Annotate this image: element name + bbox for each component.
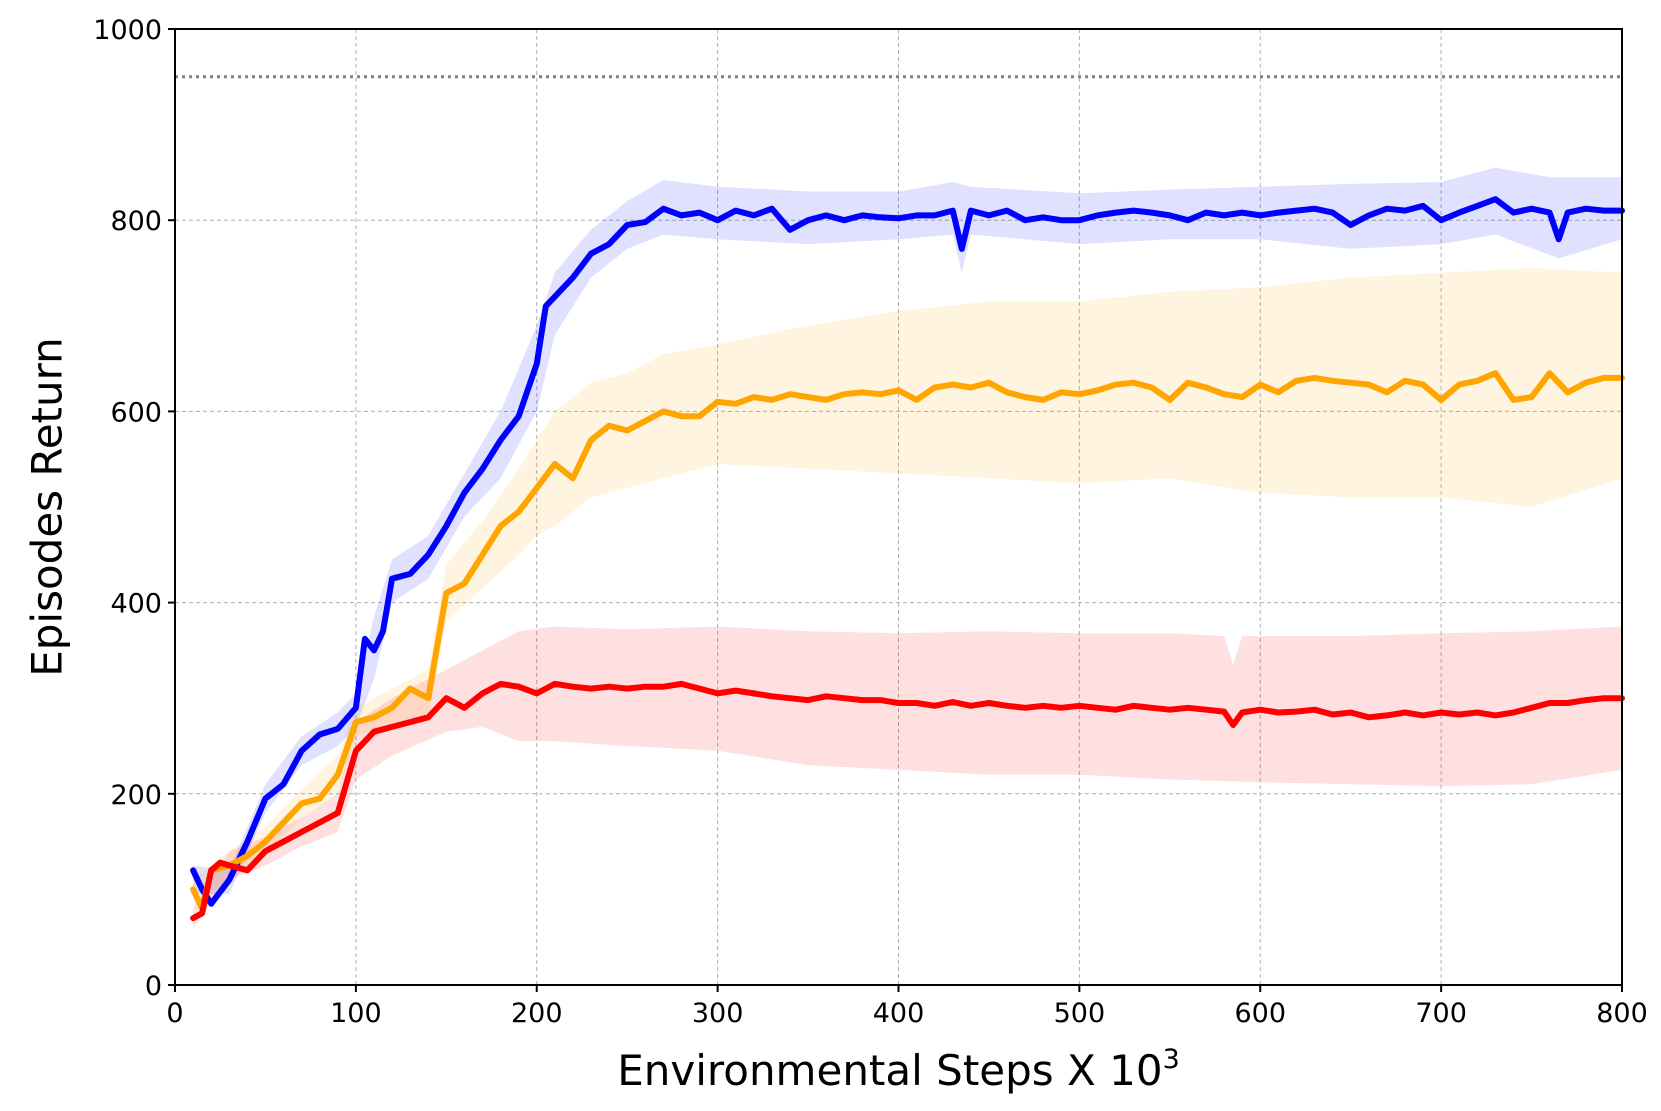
x-tick-label: 300 [692,998,744,1029]
x-tick-label: 700 [1415,998,1467,1029]
y-tick-label: 600 [110,397,162,428]
x-tick-label: 200 [511,998,563,1029]
series-line [190,196,1625,907]
x-tick-label: 100 [330,998,382,1029]
x-axis-label: Environmental Steps X 103 [617,1044,1180,1095]
x-tick-label: 400 [873,998,925,1029]
x-tick-label: 800 [1596,998,1648,1029]
y-tick-label: 400 [110,589,162,620]
y-tick-label: 0 [145,971,162,1002]
y-axis-label: Episodes Return [23,337,72,677]
x-axis-ticks: 0 100 200 300 400 500 600 700 800 [166,985,1648,1029]
y-tick-label: 800 [110,206,162,237]
x-tick-label: 0 [166,998,183,1029]
x-axis-label-exponent: 3 [1163,1044,1180,1075]
x-tick-label: 500 [1054,998,1106,1029]
y-tick-label: 200 [110,780,162,811]
x-axis-label-text: Environmental Steps X 10 [617,1046,1162,1095]
confidence-bands [193,167,1623,928]
x-tick-label: 600 [1234,998,1286,1029]
series-line [190,370,1625,912]
series-line [190,680,1625,922]
y-tick-label: 1000 [93,15,162,46]
series-band [193,268,1623,904]
y-axis-ticks: 0 200 400 600 800 1000 [93,15,175,1002]
series-band [193,167,1623,895]
series-lines [190,196,1625,922]
series-band [193,626,1623,928]
